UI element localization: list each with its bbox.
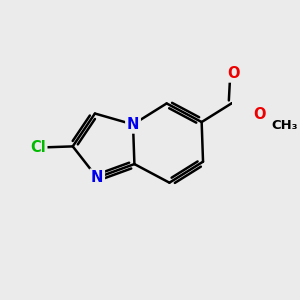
Text: O: O xyxy=(253,107,266,122)
Text: N: N xyxy=(91,170,103,185)
Text: O: O xyxy=(227,66,240,81)
Text: CH₃: CH₃ xyxy=(272,119,298,132)
Text: N: N xyxy=(127,117,139,132)
Text: Cl: Cl xyxy=(30,140,46,155)
